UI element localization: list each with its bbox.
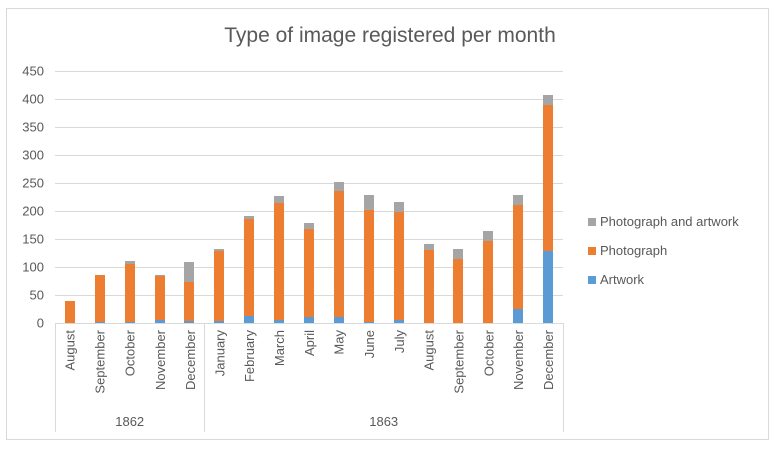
bar-segment-photograph-and-artwork xyxy=(214,248,225,252)
bar-segment-artwork xyxy=(274,319,285,323)
y-tick-label: 300 xyxy=(22,147,44,163)
bar-segment-artwork xyxy=(124,322,135,323)
gridline xyxy=(55,183,563,184)
bar-segment-photograph xyxy=(363,210,374,323)
x-tick-label: October xyxy=(481,330,497,377)
bar-segment-photograph-and-artwork xyxy=(124,261,135,264)
bar-segment-photograph-and-artwork xyxy=(333,181,344,192)
legend-item: Photograph xyxy=(588,236,739,265)
legend-label: Photograph xyxy=(600,243,668,258)
group-separator xyxy=(204,323,205,432)
bar-segment-photograph xyxy=(154,275,165,320)
gridline xyxy=(55,71,563,72)
x-tick-label: August xyxy=(62,330,78,371)
x-tick-label: June xyxy=(361,330,377,359)
bar-segment-artwork xyxy=(333,317,344,323)
bar-segment-artwork xyxy=(154,319,165,323)
bar-segment-artwork xyxy=(513,309,524,323)
bar-segment-photograph-and-artwork xyxy=(393,202,404,213)
legend-label: Photograph and artwork xyxy=(600,214,739,229)
legend-swatch-icon xyxy=(588,217,596,226)
bar-segment-photograph-and-artwork xyxy=(543,95,554,106)
x-tick-label: August xyxy=(421,330,437,371)
y-tick-label: 400 xyxy=(22,91,44,107)
x-tick-label: November xyxy=(152,330,168,390)
bar-segment-photograph xyxy=(244,219,255,316)
bar-segment-artwork xyxy=(304,317,314,323)
bar-segment-artwork xyxy=(184,320,195,323)
bar-segment-photograph-and-artwork xyxy=(453,248,464,260)
bar-segment-photograph-and-artwork xyxy=(184,261,195,282)
gridline xyxy=(55,155,563,156)
x-tick-label: December xyxy=(182,330,198,390)
bar-segment-photograph xyxy=(423,250,434,323)
bar-segment-artwork xyxy=(363,322,374,323)
bar-segment-photograph-and-artwork xyxy=(423,244,434,251)
bar-segment-artwork xyxy=(244,315,255,323)
bar-segment-photograph xyxy=(304,229,314,318)
legend-label: Artwork xyxy=(600,272,645,287)
bar-segment-photograph xyxy=(184,281,195,321)
bar-segment-photograph xyxy=(453,259,464,323)
bar-segment-photograph xyxy=(543,105,554,251)
bar-segment-photograph xyxy=(274,202,285,320)
gridline xyxy=(55,99,563,100)
year-group-label: 1862 xyxy=(115,414,145,429)
bar-segment-artwork xyxy=(393,319,404,323)
bar-segment-photograph xyxy=(214,251,225,321)
y-tick-label: 350 xyxy=(22,119,44,135)
chart-title: Type of image registered per month xyxy=(224,24,556,47)
x-tick-label: September xyxy=(451,330,467,394)
x-tick-label: April xyxy=(302,330,317,357)
group-separator xyxy=(563,323,564,432)
bar-segment-photograph xyxy=(333,191,344,318)
bar-segment-photograph-and-artwork xyxy=(304,222,314,230)
bar-segment-artwork xyxy=(214,320,225,323)
legend-swatch-icon xyxy=(588,275,596,284)
x-tick-label: January xyxy=(212,330,228,377)
y-tick-label: 250 xyxy=(22,175,44,191)
x-tick-label: December xyxy=(541,330,557,390)
x-tick-label: February xyxy=(242,330,258,383)
x-tick-label: November xyxy=(511,330,527,390)
y-tick-label: 50 xyxy=(29,287,44,303)
bar-segment-photograph-and-artwork xyxy=(513,194,524,205)
y-tick-label: 100 xyxy=(22,259,44,275)
bar-segment-photograph xyxy=(393,212,404,320)
y-tick-label: 0 xyxy=(36,315,44,331)
x-axis-line xyxy=(55,323,563,324)
bar-segment-photograph-and-artwork xyxy=(274,195,285,203)
legend-item: Photograph and artwork xyxy=(588,207,739,236)
y-tick-label: 200 xyxy=(22,203,44,219)
bar-segment-photograph xyxy=(513,204,524,309)
bar-segment-photograph xyxy=(124,263,135,323)
bar-segment-photograph xyxy=(64,300,75,323)
year-group-label: 1863 xyxy=(369,414,399,429)
legend-swatch-icon xyxy=(588,246,596,255)
legend-item: Artwork xyxy=(588,265,739,294)
x-tick-label: July xyxy=(391,330,407,354)
bar-segment-photograph xyxy=(94,275,105,322)
x-tick-label: October xyxy=(122,330,138,377)
legend: Photograph and artwork Photograph Artwork xyxy=(588,207,739,294)
bar-segment-photograph-and-artwork xyxy=(244,216,255,220)
x-tick-label: September xyxy=(92,330,108,394)
y-tick-label: 150 xyxy=(22,231,44,247)
chart-frame xyxy=(6,8,769,440)
bar-segment-artwork xyxy=(543,250,554,323)
group-separator xyxy=(55,323,56,432)
bar-segment-artwork xyxy=(94,321,105,323)
gridline xyxy=(55,211,563,212)
bar-segment-photograph-and-artwork xyxy=(483,231,494,241)
bar-segment-photograph xyxy=(483,240,494,323)
x-tick-label: May xyxy=(331,330,347,355)
gridline xyxy=(55,127,563,128)
y-tick-label: 450 xyxy=(22,63,44,79)
bar-segment-photograph-and-artwork xyxy=(154,274,165,276)
bar-segment-photograph-and-artwork xyxy=(363,194,374,211)
x-tick-label: March xyxy=(272,330,288,367)
